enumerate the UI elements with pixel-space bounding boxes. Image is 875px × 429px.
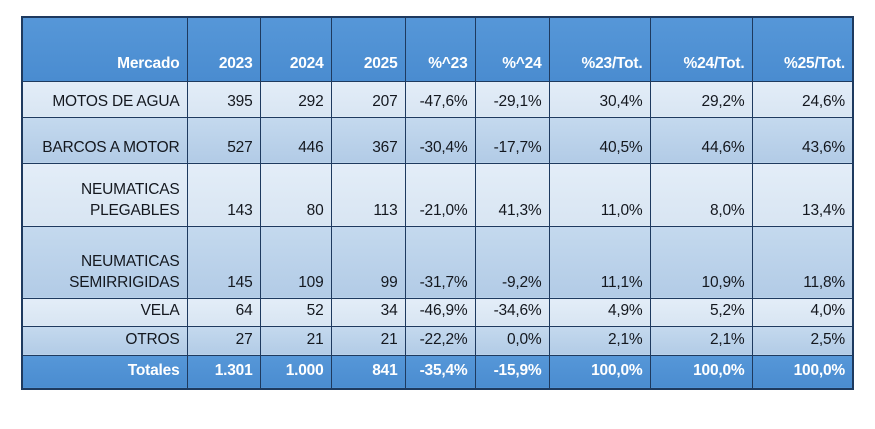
totals-cell: 841 [330, 354, 406, 390]
value-cell: 24,6% [751, 80, 854, 118]
value-cell: 30,4% [548, 80, 651, 118]
value-cell: 34 [330, 297, 406, 327]
value-cell: 113 [330, 162, 406, 227]
value-cell: 21 [330, 325, 406, 356]
table-row-motos-de-agua: MOTOS DE AGUA 395 292 207 -47,6% -29,1% … [21, 80, 854, 118]
value-cell: 11,1% [548, 225, 651, 299]
table-row-vela: VELA 64 52 34 -46,9% -34,6% 4,9% 5,2% 4,… [21, 297, 854, 327]
value-cell: -31,7% [404, 225, 476, 299]
value-cell: -47,6% [404, 80, 476, 118]
value-cell: 367 [330, 116, 406, 164]
value-cell: -9,2% [474, 225, 550, 299]
value-cell: 40,5% [548, 116, 651, 164]
col-header-var24: %^24 [474, 16, 550, 82]
value-cell: 64 [186, 297, 261, 327]
value-cell: -21,0% [404, 162, 476, 227]
row-label: NEUMATICAS SEMIRRIGIDAS [21, 225, 188, 299]
row-label: NEUMATICAS PLEGABLES [21, 162, 188, 227]
value-cell: -22,2% [404, 325, 476, 356]
value-cell: 99 [330, 225, 406, 299]
totals-cell: 1.301 [186, 354, 261, 390]
value-cell: 527 [186, 116, 261, 164]
value-cell: -46,9% [404, 297, 476, 327]
value-cell: 10,9% [649, 225, 753, 299]
value-cell: 207 [330, 80, 406, 118]
value-cell: 4,9% [548, 297, 651, 327]
table-row-totales: Totales 1.301 1.000 841 -35,4% -15,9% 10… [21, 354, 854, 390]
totals-label: Totales [21, 354, 188, 390]
table-row-barcos-a-motor: BARCOS A MOTOR 527 446 367 -30,4% -17,7%… [21, 116, 854, 164]
table-row-neumaticas-plegables: NEUMATICAS PLEGABLES 143 80 113 -21,0% 4… [21, 162, 854, 227]
value-cell: 8,0% [649, 162, 753, 227]
table-header-row: Mercado 2023 2024 2025 %^23 %^24 %23/Tot… [21, 16, 854, 82]
value-cell: 5,2% [649, 297, 753, 327]
col-header-2025: 2025 [330, 16, 406, 82]
value-cell: 43,6% [751, 116, 854, 164]
row-label: MOTOS DE AGUA [21, 80, 188, 118]
totals-cell: 100,0% [751, 354, 854, 390]
value-cell: -30,4% [404, 116, 476, 164]
value-cell: 29,2% [649, 80, 753, 118]
col-header-24-tot: %24/Tot. [649, 16, 753, 82]
value-cell: 145 [186, 225, 261, 299]
value-cell: 292 [259, 80, 332, 118]
value-cell: -29,1% [474, 80, 550, 118]
value-cell: -17,7% [474, 116, 550, 164]
value-cell: 41,3% [474, 162, 550, 227]
value-cell: 395 [186, 80, 261, 118]
row-label: BARCOS A MOTOR [21, 116, 188, 164]
value-cell: 0,0% [474, 325, 550, 356]
value-cell: 13,4% [751, 162, 854, 227]
col-header-25-tot: %25/Tot. [751, 16, 854, 82]
col-header-var23: %^23 [404, 16, 476, 82]
totals-cell: 100,0% [649, 354, 753, 390]
totals-cell: -15,9% [474, 354, 550, 390]
totals-cell: 1.000 [259, 354, 332, 390]
market-table: Mercado 2023 2024 2025 %^23 %^24 %23/Tot… [21, 16, 854, 390]
col-header-2023: 2023 [186, 16, 261, 82]
value-cell: -34,6% [474, 297, 550, 327]
value-cell: 4,0% [751, 297, 854, 327]
value-cell: 80 [259, 162, 332, 227]
table-row-otros: OTROS 27 21 21 -22,2% 0,0% 2,1% 2,1% 2,5… [21, 325, 854, 356]
value-cell: 11,0% [548, 162, 651, 227]
value-cell: 109 [259, 225, 332, 299]
value-cell: 2,1% [548, 325, 651, 356]
value-cell: 143 [186, 162, 261, 227]
table-row-neumaticas-semirrigidas: NEUMATICAS SEMIRRIGIDAS 145 109 99 -31,7… [21, 225, 854, 299]
value-cell: 11,8% [751, 225, 854, 299]
value-cell: 52 [259, 297, 332, 327]
totals-cell: -35,4% [404, 354, 476, 390]
value-cell: 27 [186, 325, 261, 356]
row-label: VELA [21, 297, 188, 327]
totals-cell: 100,0% [548, 354, 651, 390]
value-cell: 21 [259, 325, 332, 356]
col-header-mercado: Mercado [21, 16, 188, 82]
value-cell: 44,6% [649, 116, 753, 164]
col-header-23-tot: %23/Tot. [548, 16, 651, 82]
value-cell: 446 [259, 116, 332, 164]
value-cell: 2,5% [751, 325, 854, 356]
col-header-2024: 2024 [259, 16, 332, 82]
value-cell: 2,1% [649, 325, 753, 356]
row-label: OTROS [21, 325, 188, 356]
